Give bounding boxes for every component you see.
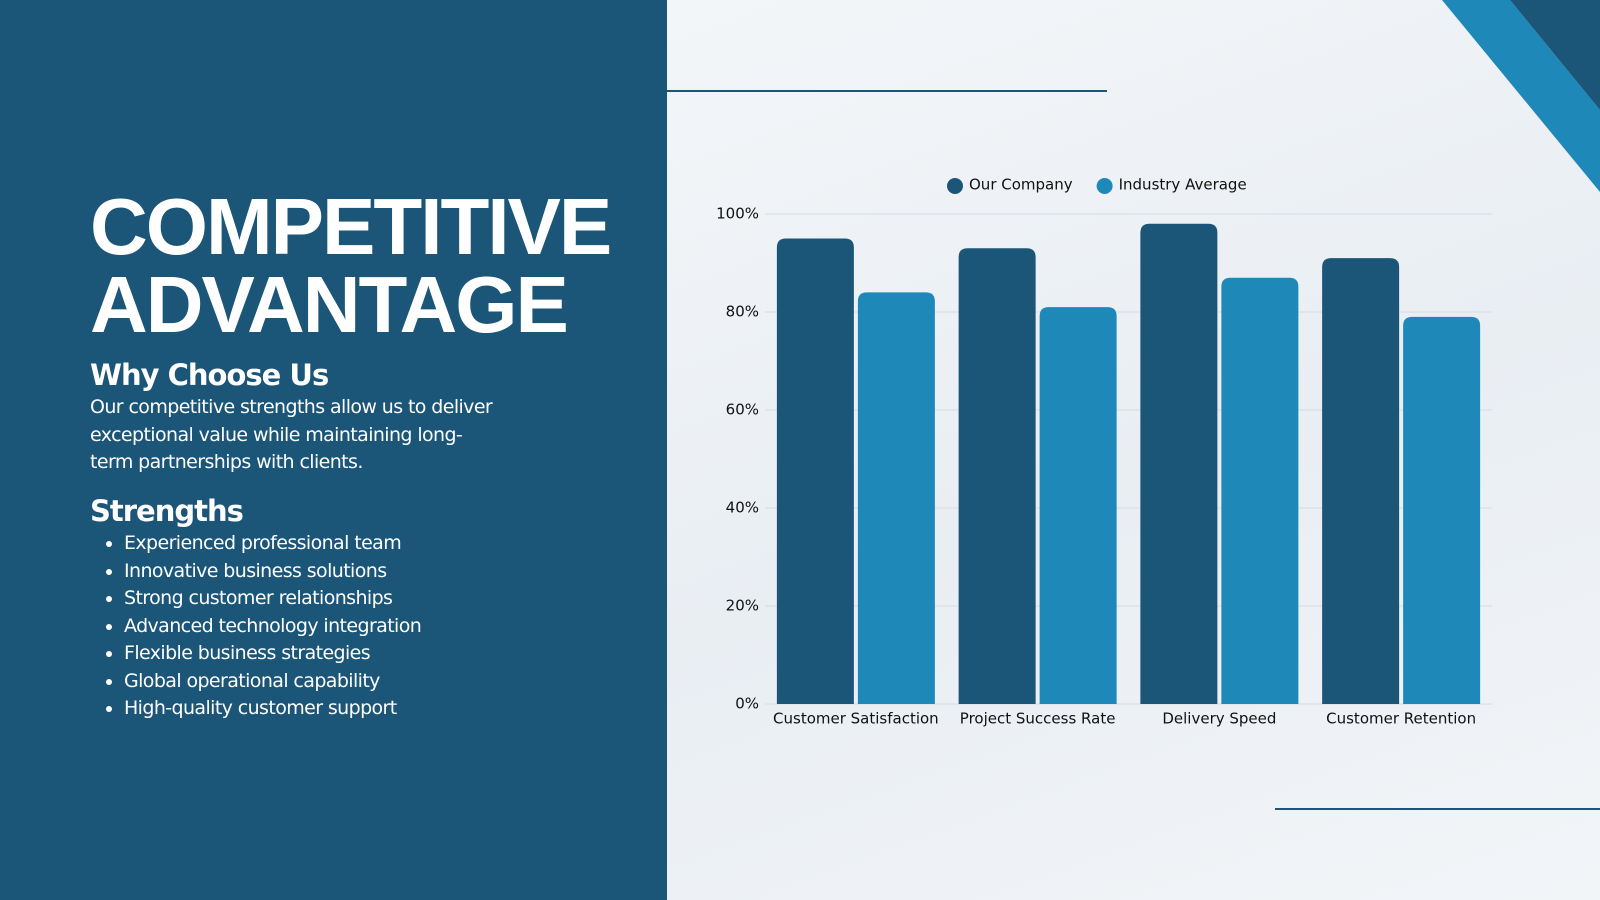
strength-item: Advanced technology integration <box>124 613 422 641</box>
strength-item: Global operational capability <box>124 668 421 696</box>
legend-marker <box>947 178 963 194</box>
x-tick-label: Customer Satisfaction <box>773 710 939 728</box>
strengths-title: Strengths <box>90 494 244 528</box>
y-tick-label: 0% <box>735 695 759 713</box>
legend-label: Our Company <box>969 176 1073 194</box>
subtitle: Why Choose Us <box>90 358 329 392</box>
legend-label: Industry Average <box>1119 176 1247 194</box>
body-text: Our competitive strengths allow us to de… <box>90 396 493 473</box>
bar <box>1403 316 1481 704</box>
y-tick-label: 80% <box>726 303 759 321</box>
title: COMPETITIVE ADVANTAGE <box>90 182 612 349</box>
bar <box>1322 258 1400 704</box>
bar <box>958 248 1036 705</box>
y-tick-label: 60% <box>726 401 759 419</box>
decor-stripe <box>1442 0 1600 192</box>
x-tick-label: Customer Retention <box>1326 710 1476 728</box>
strength-item: High-quality customer support <box>124 695 421 723</box>
strength-item: Experienced professional team <box>124 530 421 558</box>
y-tick-label: 100% <box>716 205 759 223</box>
bar <box>1140 223 1218 705</box>
y-tick-label: 40% <box>726 499 759 517</box>
bar <box>776 238 854 704</box>
x-tick-label: Project Success Rate <box>960 710 1116 728</box>
y-tick-label: 20% <box>726 597 759 615</box>
strength-item: Strong customer relationships <box>124 585 421 613</box>
decor-corner <box>1510 0 1600 110</box>
x-tick-label: Delivery Speed <box>1162 710 1276 728</box>
bar <box>857 292 935 704</box>
bar <box>1221 277 1299 704</box>
left-panel: COMPETITIVE ADVANTAGE Why Choose Us Our … <box>0 0 667 900</box>
strengths-list: Experienced professional teamInnovative … <box>90 530 422 723</box>
strength-item: Innovative business solutions <box>124 558 421 586</box>
legend-marker <box>1096 178 1113 194</box>
strength-item: Flexible business strategies <box>124 640 421 668</box>
bar <box>1039 307 1117 704</box>
